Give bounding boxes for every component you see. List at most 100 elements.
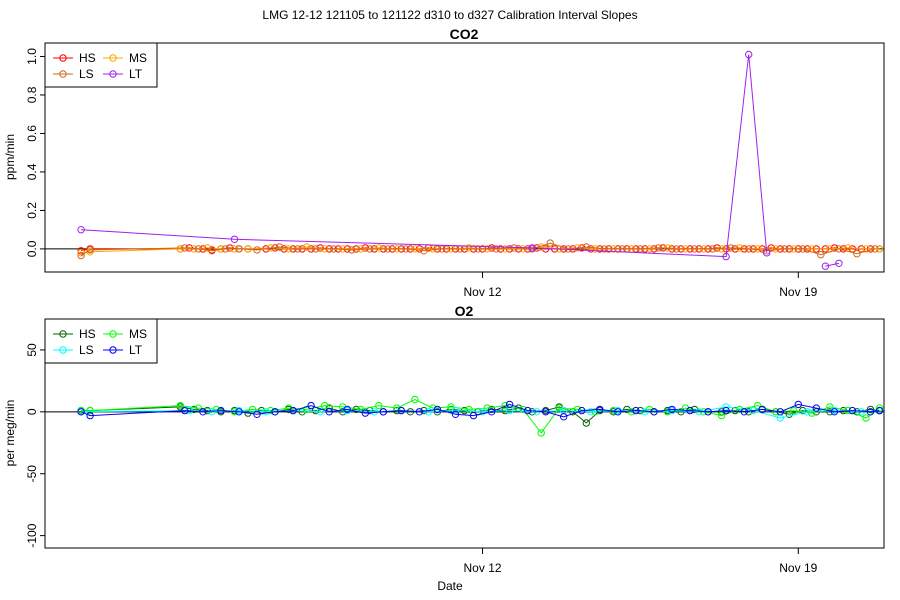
o2-point-lt	[199, 408, 207, 416]
co2-point-ls	[194, 245, 203, 253]
co2-line-lt	[81, 54, 768, 258]
o2-point-ms	[645, 405, 654, 414]
co2-point-ls	[366, 245, 374, 253]
o2-point-ls	[262, 408, 270, 416]
o2-point-lt	[848, 406, 857, 415]
o2-point-lt	[217, 406, 225, 415]
co2-x-tick-label: Nov 19	[779, 285, 817, 299]
co2-point-ls	[420, 247, 428, 255]
co2-legend-item-lt: LT	[103, 67, 143, 81]
o2-series-lt	[77, 400, 884, 421]
o2-point-lt	[794, 400, 802, 409]
o2-point-lt	[397, 406, 405, 415]
o2-legend-item-ls: LS	[53, 343, 94, 357]
o2-y-tick-label: -50	[25, 465, 39, 483]
co2-legend-label: HS	[79, 51, 96, 65]
o2-point-lt	[433, 405, 442, 414]
co2-point-ls	[636, 245, 645, 253]
o2-legend-label: HS	[79, 327, 96, 341]
co2-x-tick-label: Nov 12	[464, 285, 502, 299]
o2-point-lt	[524, 406, 532, 415]
o2-point-lt	[325, 408, 333, 416]
o2-point-lt	[704, 408, 712, 416]
o2-point-ms	[321, 401, 329, 410]
co2-point-ms	[591, 245, 599, 253]
co2-point-ls	[221, 245, 230, 253]
o2-point-hs	[487, 405, 496, 414]
co2-point-ls	[348, 246, 356, 254]
co2-point-hs	[361, 244, 369, 252]
o2-point-lt	[289, 406, 297, 415]
co2-point-ls	[86, 246, 94, 254]
o2-point-lt	[181, 406, 189, 415]
co2-y-tick-label: 0.4	[25, 163, 39, 180]
co2-point-ls	[799, 245, 807, 253]
co2-point-ls	[275, 243, 284, 251]
co2-point-ls	[492, 245, 500, 253]
co2-point-lt	[528, 244, 536, 252]
o2-legend-item-lt: LT	[103, 343, 143, 357]
co2-point-lt	[763, 249, 771, 257]
co2-plot-frame	[44, 42, 885, 273]
co2-point-ls	[871, 245, 879, 253]
co2-legend-label: LS	[79, 67, 94, 81]
o2-point-ms	[663, 408, 672, 416]
o2-panel-title: O2	[455, 303, 474, 319]
o2-x-tick-label: Nov 19	[779, 561, 817, 575]
legend-swatch-marker	[59, 54, 67, 62]
o2-point-lt	[560, 413, 568, 421]
co2-legend: HS MS LS LT	[44, 42, 158, 88]
legend-swatch-marker	[59, 70, 67, 78]
o2-point-hs	[799, 406, 807, 415]
o2-point-ms	[754, 401, 762, 410]
co2-point-lt	[77, 226, 85, 234]
o2-point-ms	[465, 405, 473, 414]
co2-point-ms	[754, 245, 762, 253]
o2-point-lt	[415, 408, 424, 416]
co2-point-ls	[293, 245, 302, 253]
co2-point-ls	[690, 245, 699, 253]
co2-point-lt	[745, 50, 753, 59]
legend-swatch-marker	[109, 330, 117, 338]
o2-point-lt	[614, 408, 622, 416]
co2-point-hs	[731, 245, 739, 253]
o2-point-ms	[862, 414, 870, 422]
o2-point-lt	[866, 408, 875, 416]
o2-legend-label: LT	[129, 343, 143, 357]
co2-point-ls	[77, 251, 85, 260]
o2-point-ms	[717, 411, 726, 420]
co2-point-ms	[375, 244, 383, 252]
co2-point-ls	[781, 245, 789, 253]
co2-legend-box	[44, 42, 158, 88]
co2-point-ls	[253, 246, 261, 254]
o2-point-ls	[803, 408, 811, 416]
x-axis-label: Date	[437, 579, 463, 593]
co2-point-ms	[77, 249, 85, 257]
o2-legend: HS MS LS LT	[44, 318, 158, 364]
o2-point-ls	[424, 408, 433, 416]
o2-y-tick-label: 0	[25, 408, 39, 415]
legend-swatch-marker	[59, 330, 67, 338]
o2-point-lt	[668, 405, 676, 414]
o2-legend-item-ms: MS	[103, 327, 147, 341]
o2-point-lt	[830, 408, 839, 416]
co2-point-ls	[708, 245, 717, 253]
o2-point-ms	[501, 401, 509, 410]
co2-legend-label: MS	[129, 51, 147, 65]
legend-swatch-marker	[109, 346, 117, 354]
o2-series-ms	[77, 395, 884, 437]
o2-point-ms	[86, 406, 94, 415]
co2-point-ls	[745, 245, 753, 253]
o2-point-lt	[596, 405, 604, 414]
o2-point-ms	[537, 429, 545, 437]
o2-y-tick-label: -100	[25, 523, 39, 547]
o2-point-hs	[582, 419, 590, 427]
o2-point-lt	[271, 408, 279, 416]
co2-point-hs	[226, 244, 234, 252]
co2-point-ls	[672, 245, 681, 253]
o2-point-hs	[717, 408, 726, 416]
co2-point-ls	[546, 239, 554, 247]
co2-panel: CO2 ppm/min 0.0 0.2 0.4 0.6 0.8 1.0 Nov 12 Nov …	[3, 26, 885, 299]
o2-point-lt	[740, 408, 748, 416]
